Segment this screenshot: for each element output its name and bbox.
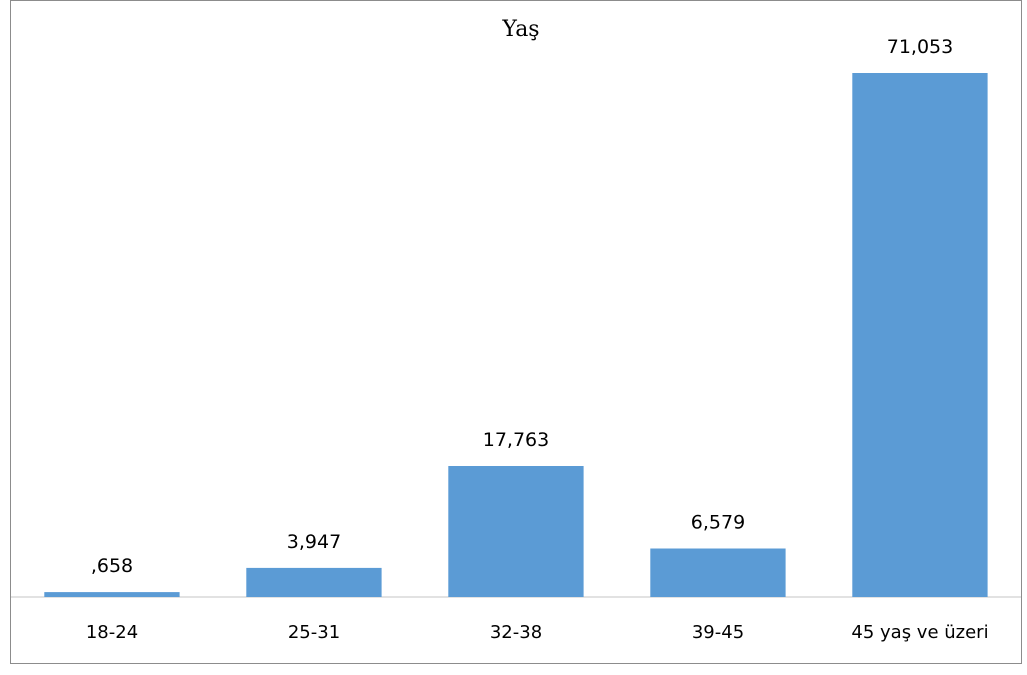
x-tick-label-2: 32-38 [490, 622, 542, 643]
bar-0 [44, 592, 180, 597]
data-label-4: 71,053 [887, 36, 953, 58]
tick-labels-group: 18-24 25-31 32-38 39-45 45 yaş ve üzeri [86, 622, 989, 643]
x-tick-label-0: 18-24 [86, 622, 138, 643]
bar-3 [650, 548, 786, 597]
bar-2 [448, 466, 584, 597]
data-label-3: 6,579 [691, 512, 745, 534]
data-label-2: 17,763 [483, 429, 549, 451]
chart-title: Yaş [501, 17, 539, 42]
x-tick-label-1: 25-31 [288, 622, 340, 643]
x-tick-label-3: 39-45 [692, 622, 744, 643]
data-labels-group: ,658 3,947 17,763 6,579 71,053 [91, 36, 953, 577]
data-label-1: 3,947 [287, 531, 341, 553]
bar-1 [246, 567, 382, 597]
x-tick-label-4: 45 yaş ve üzeri [851, 622, 988, 643]
bars-group [44, 73, 988, 597]
data-label-0: ,658 [91, 555, 133, 577]
bar-4 [852, 73, 988, 597]
